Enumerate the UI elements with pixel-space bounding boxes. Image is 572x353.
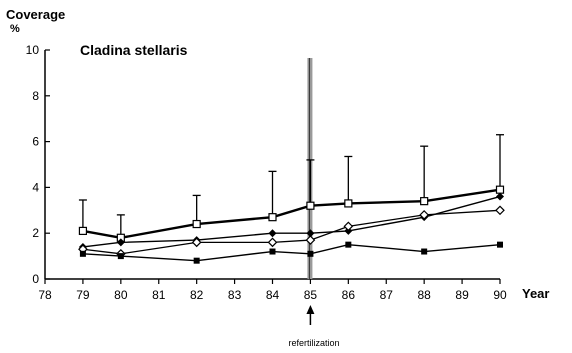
x-tick-label: 90 xyxy=(493,288,507,302)
data-point xyxy=(421,248,428,255)
data-point xyxy=(307,250,314,257)
data-point xyxy=(79,250,86,257)
data-point xyxy=(268,229,277,238)
data-point xyxy=(419,210,430,220)
series-line xyxy=(82,243,501,262)
y-tick-label: 6 xyxy=(32,135,39,149)
data-point xyxy=(306,201,315,210)
data-point xyxy=(343,221,354,232)
data-point xyxy=(268,213,277,222)
data-point xyxy=(496,192,504,201)
data-point xyxy=(269,248,276,255)
data-point xyxy=(116,238,125,247)
data-point xyxy=(345,241,352,248)
data-point xyxy=(497,241,503,248)
data-point xyxy=(191,237,202,248)
data-point xyxy=(305,235,316,245)
data-point xyxy=(495,205,505,216)
y-axis-unit: % xyxy=(10,23,20,35)
x-tick-label: 83 xyxy=(228,288,242,302)
x-tick-label: 78 xyxy=(38,288,52,302)
x-tick-label: 86 xyxy=(342,288,356,302)
y-tick-label: 10 xyxy=(26,43,40,57)
series-line xyxy=(82,209,501,255)
x-tick-label: 84 xyxy=(266,288,280,302)
y-tick-label: 8 xyxy=(32,89,39,103)
data-point xyxy=(117,253,124,260)
x-tick-label: 88 xyxy=(417,288,431,302)
x-tick-label: 79 xyxy=(76,288,90,302)
x-tick-label: 85 xyxy=(304,288,318,302)
annotation-arrow-head xyxy=(306,305,315,314)
data-point xyxy=(192,219,201,229)
x-tick-label: 81 xyxy=(152,288,166,302)
y-tick-label: 4 xyxy=(32,180,39,194)
data-point xyxy=(193,257,200,264)
x-axis-label: Year xyxy=(522,286,549,301)
data-point xyxy=(306,229,315,238)
data-point xyxy=(420,197,429,206)
y-tick-label: 0 xyxy=(32,272,39,286)
data-marks xyxy=(78,58,505,325)
axes: 0 2 4 6 8 10 78 79 80 81 82 83 84 85 86 87 88 89 90 xyxy=(26,43,507,302)
series-line xyxy=(82,188,501,239)
x-tick-label: 82 xyxy=(190,288,204,302)
x-tick-label: 89 xyxy=(455,288,469,302)
data-point xyxy=(495,185,505,194)
data-point xyxy=(267,237,278,248)
x-tick-label: 80 xyxy=(114,288,128,302)
chart-title: Cladina stellaris xyxy=(80,42,188,58)
data-point xyxy=(344,199,353,208)
y-tick-label: 2 xyxy=(32,226,39,240)
data-point xyxy=(78,226,88,236)
y-axis-label: Coverage xyxy=(6,7,65,22)
annotation-label: refertilization xyxy=(288,338,339,348)
x-tick-label: 87 xyxy=(380,288,394,302)
series-line xyxy=(82,195,501,248)
